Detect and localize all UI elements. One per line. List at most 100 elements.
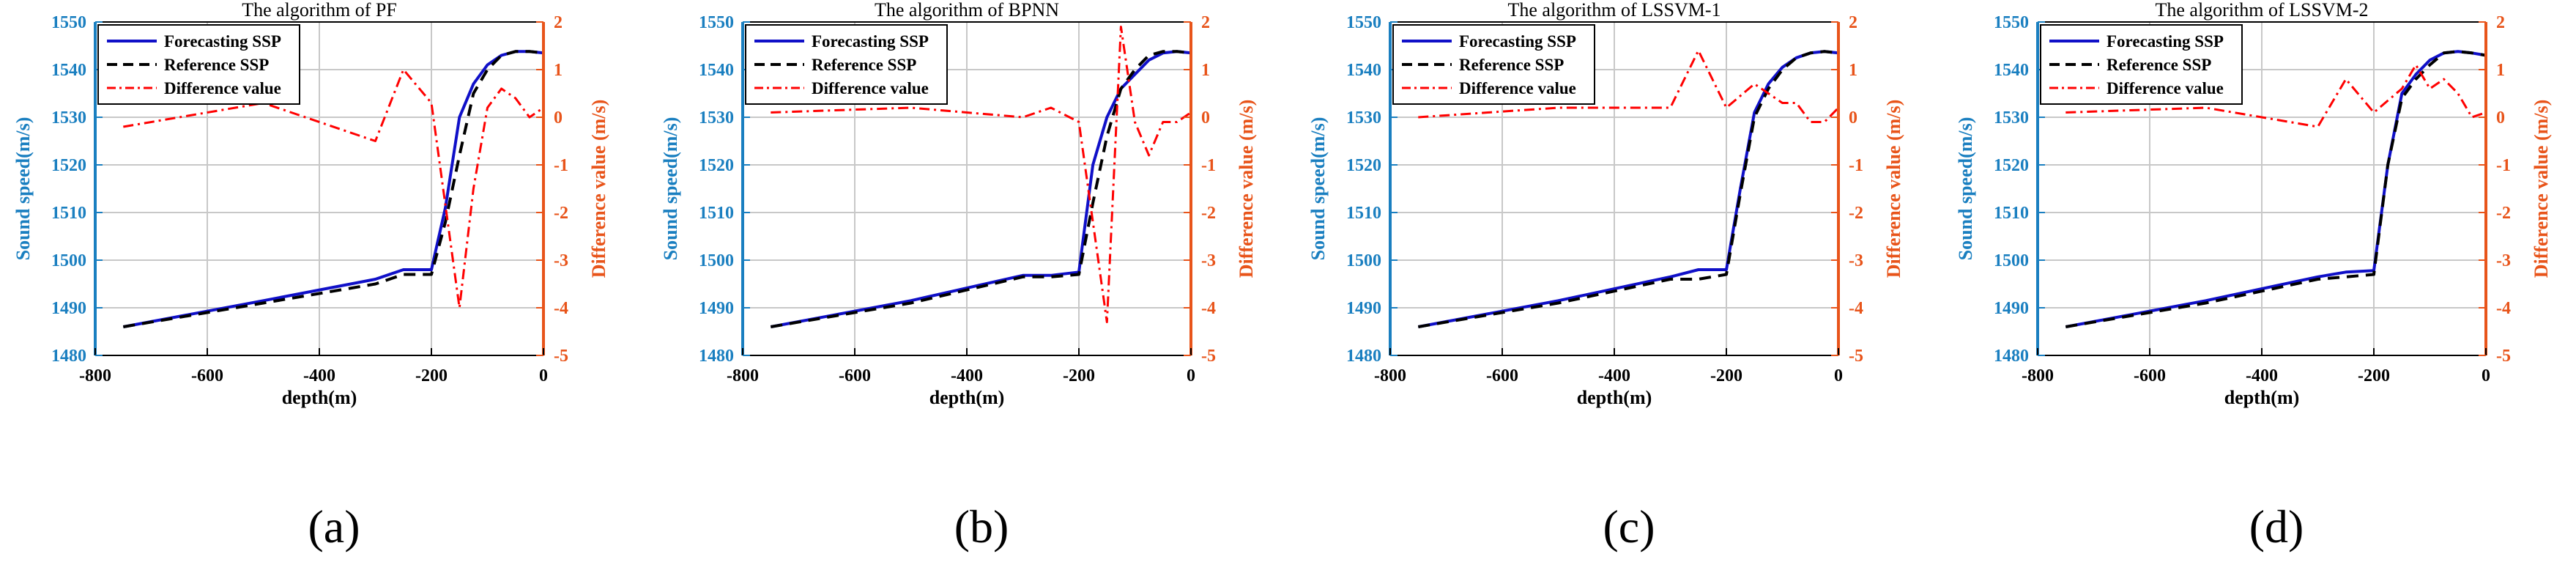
x-axis-label: depth(m) [1577, 387, 1652, 408]
legend-label: Reference SSP [1459, 56, 1564, 74]
y2-tick-label: -2 [1201, 204, 1216, 223]
y2-tick-label: -2 [1849, 204, 1863, 223]
chart-title: The algorithm of BPNN [875, 0, 1059, 21]
chart-title: The algorithm of LSSVM-1 [1507, 0, 1721, 21]
y-tick-label: 1490 [1994, 299, 2029, 318]
reference-ssp-line [1417, 50, 1839, 328]
x-tick-label: -800 [2022, 366, 2054, 385]
y-tick-label: 1480 [51, 347, 86, 366]
y2-axis-label: Difference value (m/s) [2531, 100, 2552, 278]
x-tick-label: 0 [1834, 366, 1843, 385]
y2-tick-label: -5 [554, 347, 568, 366]
y-tick-label: 1510 [51, 204, 86, 223]
y2-tick-label: -1 [1849, 156, 1863, 175]
y-tick-label: 1510 [699, 204, 734, 223]
y2-tick-label: -1 [554, 156, 568, 175]
reference-ssp-line [2065, 50, 2487, 328]
y-tick-label: 1520 [1994, 156, 2029, 175]
y2-tick-label: -4 [1849, 299, 1863, 318]
y2-tick-label: -1 [2496, 156, 2511, 175]
y-tick-label: 1540 [1994, 61, 2029, 80]
reference-ssp-line [770, 50, 1192, 328]
difference-value-line [1418, 49, 1840, 123]
legend-label: Difference value [164, 79, 281, 97]
legend-label: Reference SSP [2107, 56, 2211, 74]
x-tick-label: -600 [839, 366, 871, 385]
y2-tick-label: -5 [1849, 347, 1863, 366]
legend-label: Forecasting SSP [1459, 32, 1576, 51]
y2-tick-label: 0 [1849, 108, 1857, 128]
y-tick-label: 1510 [1346, 204, 1381, 223]
legend-label: Difference value [1459, 79, 1576, 97]
y-tick-label: 1500 [699, 251, 734, 270]
y-tick-label: 1550 [51, 13, 86, 32]
x-tick-label: -200 [415, 366, 448, 385]
y-tick-label: 1550 [699, 13, 734, 32]
x-tick-label: -400 [1598, 366, 1630, 385]
y2-axis-label: Difference value (m/s) [1883, 100, 1904, 278]
y2-tick-label: -3 [2496, 251, 2511, 270]
panel-label: (a) [308, 501, 360, 553]
x-tick-label: 0 [1187, 366, 1195, 385]
y-tick-label: 1480 [1994, 347, 2029, 366]
y2-tick-label: -1 [1201, 156, 1216, 175]
forecasting-ssp-line [2065, 50, 2487, 328]
y2-tick-label: 0 [1201, 108, 1210, 128]
y2-tick-label: -2 [554, 204, 568, 223]
y-tick-label: 1530 [1346, 108, 1381, 128]
legend-label: Forecasting SSP [2107, 32, 2224, 51]
y2-tick-label: -2 [2496, 204, 2511, 223]
chart-panel: -800 -600 -400 -200 0 1480 1490 1500 1510 1520 153… [660, 0, 1257, 553]
x-tick-label: -600 [191, 366, 223, 385]
y-tick-label: 1520 [51, 156, 86, 175]
legend-label: Forecasting SSP [164, 32, 281, 51]
x-tick-label: 0 [539, 366, 548, 385]
chart-title: The algorithm of PF [242, 0, 397, 21]
y2-tick-label: 2 [1201, 13, 1210, 32]
legend-label: Reference SSP [164, 56, 269, 74]
y-tick-label: 1500 [1346, 251, 1381, 270]
y-tick-label: 1500 [51, 251, 86, 270]
y2-tick-label: -4 [2496, 299, 2511, 318]
y2-tick-label: 1 [1201, 61, 1210, 80]
y-tick-label: 1500 [1994, 251, 2029, 270]
chart-panel: -800 -600 -400 -200 0 1480 1490 1500 1510 1520 153… [12, 0, 609, 553]
chart-title: The algorithm of LSSVM-2 [2155, 0, 2368, 21]
difference-value-line [771, 26, 1192, 323]
y2-tick-label: -3 [554, 251, 568, 270]
y-tick-label: 1520 [1346, 156, 1381, 175]
chart-panel: -800 -600 -400 -200 0 1480 1490 1500 1510 1520 153… [1307, 0, 1904, 553]
y-tick-label: 1510 [1994, 204, 2029, 223]
legend-label: Forecasting SSP [812, 32, 929, 51]
x-tick-label: -800 [727, 366, 759, 385]
x-tick-label: -800 [1374, 366, 1406, 385]
y-tick-label: 1540 [51, 61, 86, 80]
difference-value-line [2065, 64, 2487, 128]
x-axis-label: depth(m) [282, 387, 357, 408]
y-tick-label: 1540 [699, 61, 734, 80]
x-tick-label: -400 [303, 366, 335, 385]
panel-label: (d) [2249, 501, 2304, 553]
y2-tick-label: -4 [1201, 299, 1216, 318]
y-tick-label: 1490 [699, 299, 734, 318]
y-tick-label: 1530 [1994, 108, 2029, 128]
chart-panel: -800 -600 -400 -200 0 1480 1490 1500 1510 1520 153… [1955, 0, 2552, 553]
x-tick-label: -800 [79, 366, 111, 385]
x-tick-label: 0 [2482, 366, 2490, 385]
y2-axis-label: Difference value (m/s) [1236, 100, 1257, 278]
y2-tick-label: 1 [554, 61, 563, 80]
x-tick-label: -200 [1710, 366, 1742, 385]
y2-tick-label: -5 [1201, 347, 1216, 366]
y-tick-label: 1480 [699, 347, 734, 366]
legend-label: Reference SSP [812, 56, 916, 74]
y2-tick-label: 0 [554, 108, 563, 128]
legend-label: Difference value [2107, 79, 2224, 97]
x-tick-label: -200 [2358, 366, 2390, 385]
reference-ssp-line [122, 50, 544, 328]
y2-tick-label: -3 [1849, 251, 1863, 270]
y-axis-label: Sound speed(m/s) [12, 117, 34, 261]
legend-label: Difference value [812, 79, 929, 97]
x-tick-label: -400 [951, 366, 983, 385]
y2-tick-label: -4 [554, 299, 568, 318]
